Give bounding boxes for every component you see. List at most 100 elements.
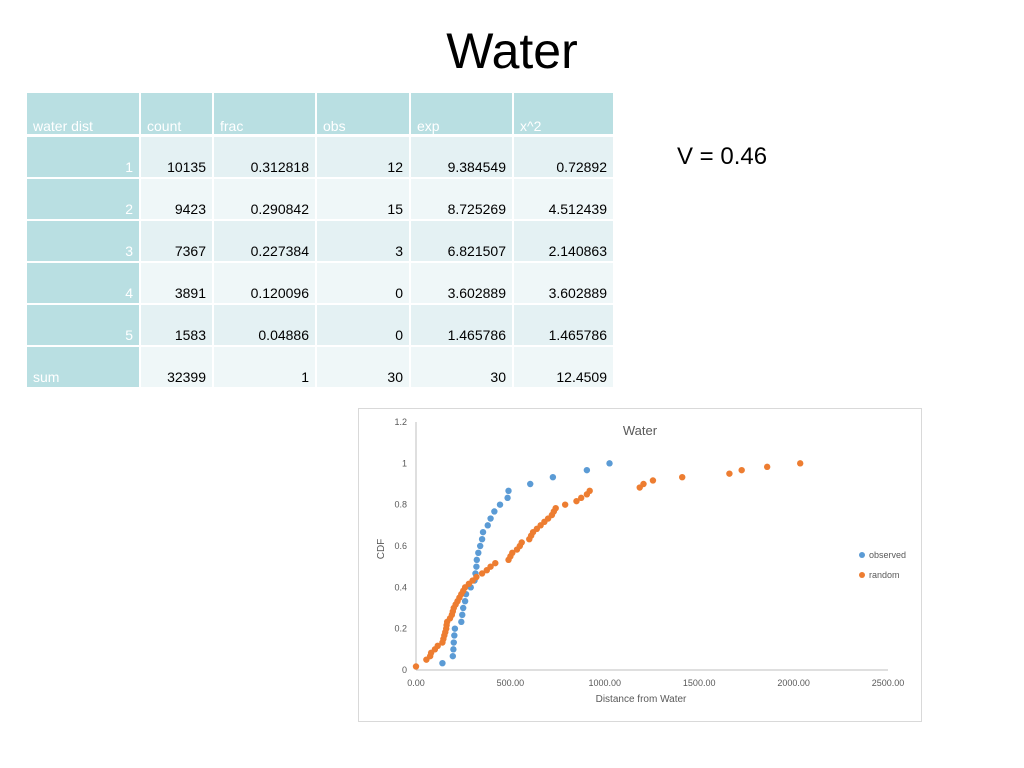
table-row: 2 9423 0.290842 15 8.725269 4.512439	[27, 178, 615, 221]
data-point-random	[679, 473, 686, 481]
slide-title: Water	[446, 23, 578, 79]
cell-x2: 1.465786	[513, 304, 615, 347]
x-tick-label: 2000.00	[777, 678, 810, 688]
data-points	[412, 460, 804, 670]
x-tick-label: 500.00	[497, 678, 525, 688]
cell-water-dist: 3	[27, 220, 141, 263]
data-point-random	[412, 663, 420, 670]
data-point-random	[640, 480, 647, 488]
series-random	[412, 460, 804, 670]
y-tick-label: 0.8	[394, 500, 407, 510]
cell-count: 32399	[140, 346, 214, 389]
cell-x2: 4.512439	[513, 178, 615, 221]
data-point-random	[518, 539, 525, 546]
legend-marker-random	[859, 572, 865, 578]
cell-exp: 30	[410, 346, 514, 389]
data-point-observed	[458, 618, 465, 626]
x-tick-labels: 0.00 500.00 1000.00 1500.00 2000.00 2500.00	[407, 678, 904, 688]
cell-sum-label: sum	[27, 346, 141, 389]
data-point-observed	[505, 487, 512, 495]
x-tick-label: 1500.00	[683, 678, 716, 688]
data-point-observed	[460, 604, 467, 612]
data-point-observed	[484, 522, 491, 529]
cell-frac: 0.312818	[213, 135, 317, 179]
y-tick-label: 0.6	[394, 541, 407, 551]
cell-obs: 0	[316, 262, 411, 305]
data-point-observed	[461, 597, 469, 605]
cell-water-dist: 2	[27, 178, 141, 221]
data-point-random	[492, 559, 499, 567]
data-point-observed	[473, 556, 480, 564]
table-row: 5 1583 0.04886 0 1.465786 1.465786	[27, 304, 615, 347]
cell-exp: 9.384549	[410, 135, 514, 179]
data-point-observed	[449, 652, 457, 660]
data-point-observed	[451, 632, 458, 639]
cell-count: 9423	[140, 178, 214, 221]
cell-frac: 0.227384	[213, 220, 317, 263]
cell-x2: 3.602889	[513, 262, 615, 305]
chi-square-table-container: water dist count frac obs exp x^2 1 1013…	[27, 93, 615, 389]
cell-exp: 8.725269	[410, 178, 514, 221]
data-point-random	[552, 504, 559, 512]
cell-x2: 12.4509	[513, 346, 615, 389]
cell-frac: 1	[213, 346, 317, 389]
y-axis-label: CDF	[376, 539, 387, 560]
legend-label-observed: observed	[869, 550, 906, 560]
data-point-observed	[475, 549, 482, 557]
data-point-random	[573, 497, 580, 505]
cell-obs: 30	[316, 346, 411, 389]
table-header-row: water dist count frac obs exp x^2	[27, 93, 615, 137]
header-x2: x^2	[513, 93, 615, 137]
chart-title: Water	[623, 423, 658, 438]
data-point-observed	[450, 639, 457, 646]
header-frac: frac	[213, 93, 317, 137]
data-point-observed	[459, 611, 466, 619]
cell-count: 7367	[140, 220, 214, 263]
cell-count: 1583	[140, 304, 214, 347]
data-point-random	[578, 494, 585, 502]
data-point-observed	[473, 563, 480, 570]
header-water-dist: water dist	[27, 93, 141, 137]
cell-frac: 0.04886	[213, 304, 317, 347]
cell-exp: 1.465786	[410, 304, 514, 347]
cell-x2: 2.140863	[513, 220, 615, 263]
x-tick-label: 1000.00	[589, 678, 622, 688]
data-point-observed	[527, 480, 534, 488]
cell-frac: 0.120096	[213, 262, 317, 305]
data-point-random	[726, 470, 733, 477]
chi-square-table: water dist count frac obs exp x^2 1 1013…	[27, 93, 615, 389]
cell-exp: 3.602889	[410, 262, 514, 305]
header-exp: exp	[410, 93, 514, 137]
y-tick-label: 1	[402, 458, 407, 468]
data-point-random	[649, 477, 657, 484]
cell-water-dist: 4	[27, 262, 141, 305]
header-count: count	[140, 93, 214, 137]
chart-legend: observed random	[859, 550, 906, 580]
data-point-random	[586, 487, 593, 495]
data-point-random	[763, 463, 771, 471]
table-sum-row: sum 32399 1 30 30 12.4509	[27, 346, 615, 389]
x-axis-label: Distance from Water	[596, 694, 687, 705]
data-point-random	[434, 642, 441, 650]
data-point-random	[509, 549, 516, 557]
data-point-random	[487, 563, 494, 570]
data-point-observed	[450, 646, 457, 653]
legend-label-random: random	[869, 570, 900, 580]
cell-obs: 0	[316, 304, 411, 347]
data-point-observed	[487, 515, 494, 522]
header-obs: obs	[316, 93, 411, 137]
cell-count: 10135	[140, 135, 214, 179]
cdf-chart-svg: Water 0 0.2 0.4 0.6 0.8 1 1.2 0.00 500.00 1000.0…	[376, 417, 906, 705]
data-point-random	[738, 466, 745, 474]
y-tick-labels: 0 0.2 0.4 0.6 0.8 1 1.2	[394, 417, 407, 675]
x-tick-label: 0.00	[407, 678, 425, 688]
legend-marker-observed	[859, 552, 865, 558]
cell-exp: 6.821507	[410, 220, 514, 263]
cell-frac: 0.290842	[213, 178, 317, 221]
cell-water-dist: 1	[27, 135, 141, 179]
data-point-observed	[476, 542, 484, 550]
y-tick-label: 1.2	[394, 417, 407, 427]
v-statistic: V = 0.46	[677, 143, 768, 170]
data-point-observed	[583, 466, 591, 474]
x-tick-label: 2500.00	[872, 678, 905, 688]
